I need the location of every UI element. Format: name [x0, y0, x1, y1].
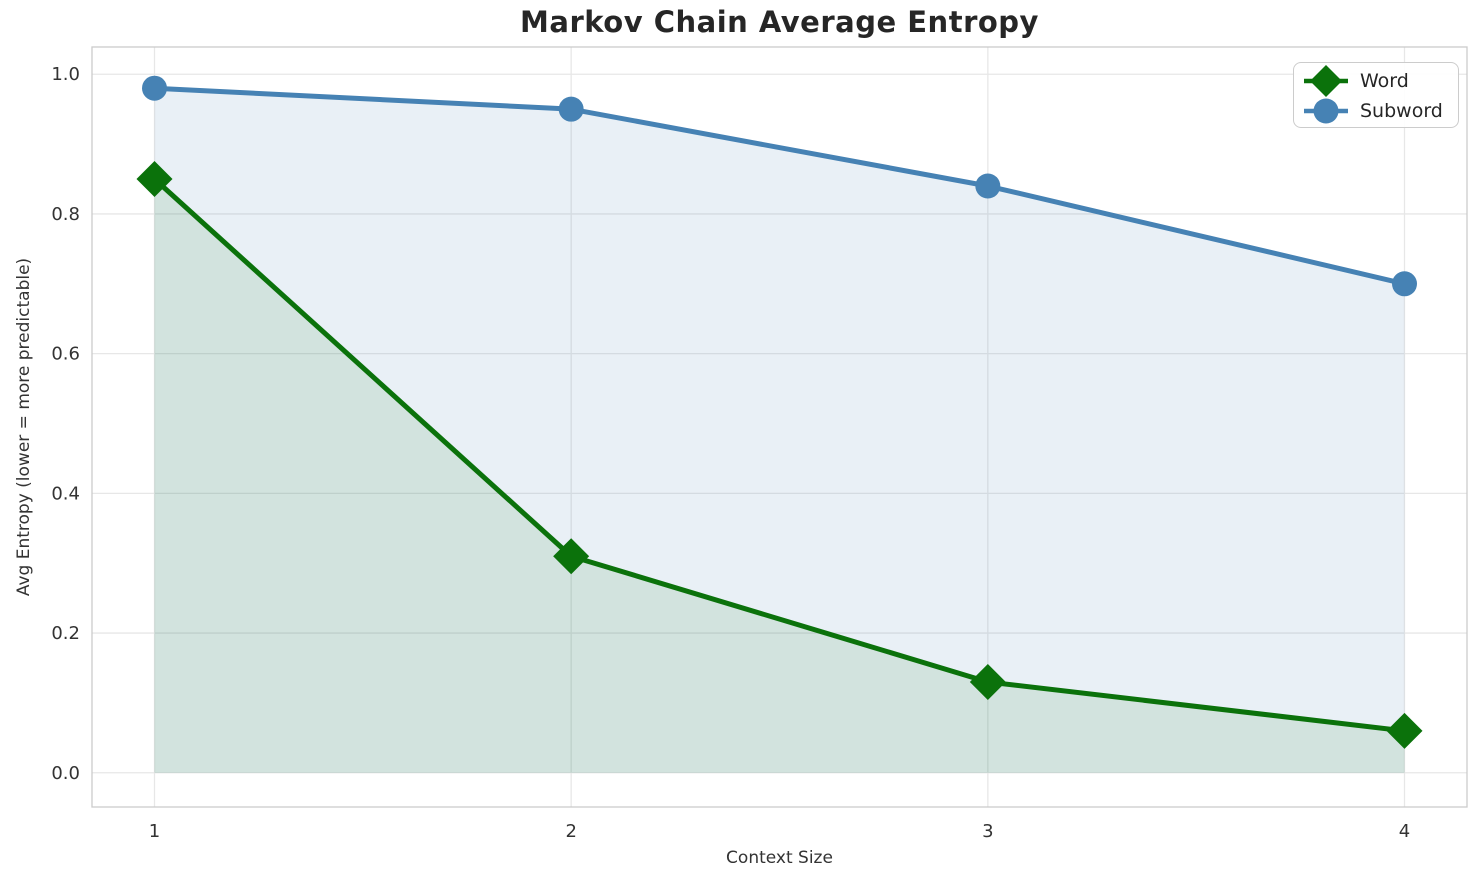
- word-diamond-marker-icon: [1304, 65, 1348, 97]
- svg-text:4: 4: [1399, 821, 1410, 842]
- legend-label-word: Word: [1360, 70, 1409, 92]
- svg-text:0.4: 0.4: [51, 483, 80, 504]
- legend-label-subword: Subword: [1360, 100, 1443, 122]
- svg-text:0.2: 0.2: [51, 623, 80, 644]
- subword-circle-marker-icon: [1304, 98, 1348, 124]
- svg-text:1: 1: [149, 821, 160, 842]
- svg-text:0.6: 0.6: [51, 344, 80, 365]
- chart-title: Markov Chain Average Entropy: [520, 5, 1039, 39]
- x-axis-label: Context Size: [726, 848, 833, 868]
- legend: Word Subword: [1293, 62, 1459, 128]
- y-axis-label: Avg Entropy (lower = more predictable): [14, 257, 34, 597]
- svg-text:3: 3: [982, 821, 993, 842]
- svg-text:0.0: 0.0: [51, 763, 80, 784]
- svg-text:2: 2: [565, 821, 576, 842]
- legend-item-word: Word: [1304, 65, 1448, 97]
- svg-text:0.8: 0.8: [51, 204, 80, 225]
- svg-text:1.0: 1.0: [51, 64, 80, 85]
- legend-item-subword: Subword: [1304, 96, 1448, 126]
